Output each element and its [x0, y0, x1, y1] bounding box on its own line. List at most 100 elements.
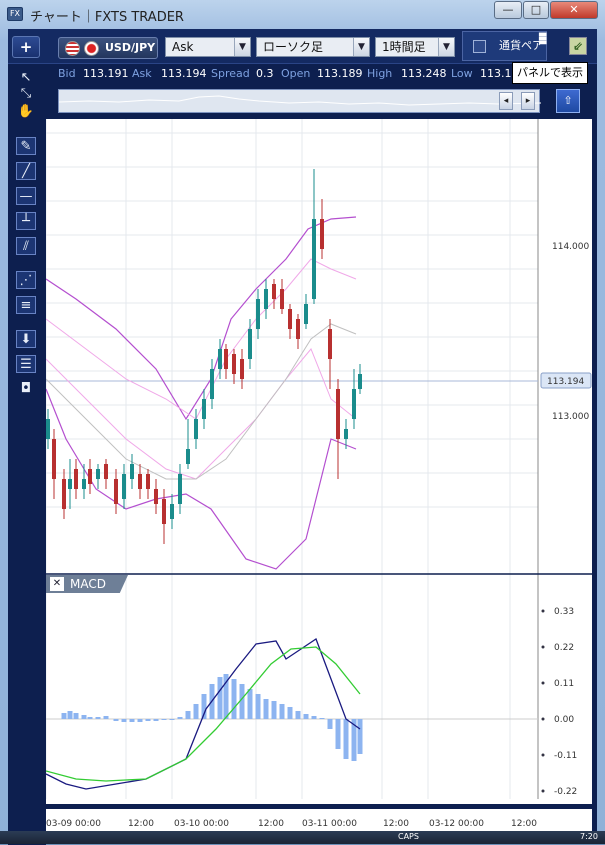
scroll-left-button[interactable]: ◂: [499, 92, 513, 110]
macd-histogram-bar: [177, 717, 183, 719]
macd-histogram-bar: [121, 719, 127, 722]
candle: [52, 439, 56, 479]
macd-histogram-bar: [327, 719, 333, 729]
macd-label: MACD: [70, 577, 106, 591]
candle: [256, 299, 260, 329]
scroll-right-button[interactable]: ▸: [521, 92, 535, 110]
macd-histogram-bar: [343, 719, 349, 759]
chart-area[interactable]: 114.000 113.000 113.194 0.33 0.22 0.11 0.00 -0.…: [46, 119, 592, 844]
candle: [74, 469, 78, 489]
trend-line-icon[interactable]: ╱: [16, 162, 36, 180]
macd-histogram-bar: [129, 719, 135, 722]
candle: [46, 419, 50, 439]
checkbox[interactable]: [473, 40, 486, 53]
macd-histogram-bar: [185, 711, 191, 719]
symbol-selector[interactable]: USD/JPY: [58, 37, 158, 59]
time-label: 12:00: [258, 819, 284, 829]
macd-tab[interactable]: ✕ MACD: [46, 575, 128, 593]
quote-value: 113.12: [480, 67, 519, 80]
quote-value: 113.189: [317, 67, 363, 80]
time-label: 12:00: [511, 819, 537, 829]
candle: [248, 329, 252, 359]
macd-tick: [541, 645, 545, 649]
chart-type-select[interactable]: ローソク足 ▼: [256, 37, 370, 57]
candle: [62, 479, 66, 509]
window-title: チャート｜FXTS TRADER: [30, 10, 184, 25]
drawing-toolbar: ↖ ⤡ ✋ ✎ ╱ — ┴ ⫽ ⋰ ≡ ⬇ ☰ ◘: [8, 65, 46, 845]
chart-type-value: ローソク足: [263, 40, 324, 54]
candle: [336, 389, 340, 439]
download-icon[interactable]: ⬇: [16, 330, 36, 348]
pointer-icon[interactable]: ↖: [20, 70, 32, 85]
candle: [154, 489, 158, 504]
camera-icon[interactable]: ◘: [20, 381, 32, 396]
fan-icon[interactable]: ⋰: [16, 271, 36, 289]
navigator-line: [59, 95, 541, 106]
candle: [304, 304, 308, 324]
current-price-label: 113.194: [547, 377, 584, 387]
lower-inner-band: [46, 348, 357, 480]
macd-histogram-bar: [193, 704, 199, 719]
app-icon: FX: [7, 7, 23, 21]
price-type-select[interactable]: Ask ▼: [165, 37, 251, 57]
macd-histogram-bar: [263, 699, 269, 719]
vertical-line-icon[interactable]: ┴: [16, 212, 36, 230]
candle: [162, 499, 166, 524]
menu-icon[interactable]: ▬ ▬ ▬: [538, 29, 548, 48]
horizontal-line-icon[interactable]: —: [16, 187, 36, 205]
price-type-value: Ask: [172, 40, 194, 54]
navigator-bar[interactable]: ◂ ▸: [58, 89, 541, 113]
taskbar: CAPS 7:20: [0, 831, 605, 844]
maximize-button[interactable]: □: [523, 1, 549, 19]
close-button[interactable]: ✕: [550, 1, 598, 19]
timeframe-value: 1時間足: [382, 40, 426, 54]
add-chart-button[interactable]: +: [12, 36, 40, 58]
candle: [328, 329, 332, 359]
candle: [264, 289, 268, 309]
candle: [114, 479, 118, 504]
panel-display-button[interactable]: ⇙: [569, 37, 587, 55]
currency-pair-label: 通貨ペア: [499, 39, 543, 52]
macd-histogram-bar: [201, 694, 207, 719]
quote-value: 0.3: [256, 67, 274, 80]
macd-histogram-bar: [87, 717, 93, 719]
macd-histogram-bar: [351, 719, 357, 761]
macd-histogram-bar: [335, 719, 341, 749]
candle: [280, 289, 284, 309]
candle: [240, 359, 244, 379]
candle: [178, 474, 182, 504]
macd-histogram-bar: [303, 714, 309, 719]
settings-button[interactable]: ⇧: [556, 89, 580, 113]
currency-pair-button[interactable]: 通貨ペア: [462, 31, 547, 61]
candle: [218, 349, 222, 369]
channel-icon[interactable]: ⫽: [16, 237, 36, 255]
macd-tick-label: -0.11: [554, 751, 577, 761]
candle: [272, 284, 276, 299]
macd-histogram-bar: [279, 704, 285, 719]
title-bar[interactable]: FX チャート｜FXTS TRADER — □ ✕: [0, 0, 605, 28]
list-icon[interactable]: ☰: [16, 355, 36, 373]
macd-histogram-bar: [81, 715, 87, 719]
chevron-down-icon: ▼: [353, 38, 369, 56]
hand-icon[interactable]: ✋: [17, 104, 35, 119]
time-label: 12:00: [383, 819, 409, 829]
minimize-button[interactable]: —: [494, 1, 522, 19]
quote-bar: Bid 113.191 Ask 113.194 Spread 0.3 Open …: [8, 65, 597, 85]
lower-bollinger-band: [46, 388, 357, 570]
candle: [312, 219, 316, 299]
macd-histogram-bar: [113, 719, 119, 721]
tooltip: パネルで表示: [512, 62, 588, 84]
macd-histogram-bar: [61, 713, 67, 719]
current-price-box: [540, 372, 592, 389]
candle: [296, 319, 300, 339]
close-icon[interactable]: ✕: [50, 577, 64, 591]
timeframe-select[interactable]: 1時間足 ▼: [375, 37, 455, 57]
macd-line: [46, 638, 361, 790]
upper-bollinger-band: [46, 216, 357, 421]
fibonacci-icon[interactable]: ≡: [16, 296, 36, 314]
macd-histogram-bar: [311, 716, 317, 719]
pen-icon[interactable]: ✎: [16, 137, 36, 155]
quote-value: 113.248: [401, 67, 447, 80]
crosshair-pointer-icon[interactable]: ⤡: [20, 86, 32, 101]
